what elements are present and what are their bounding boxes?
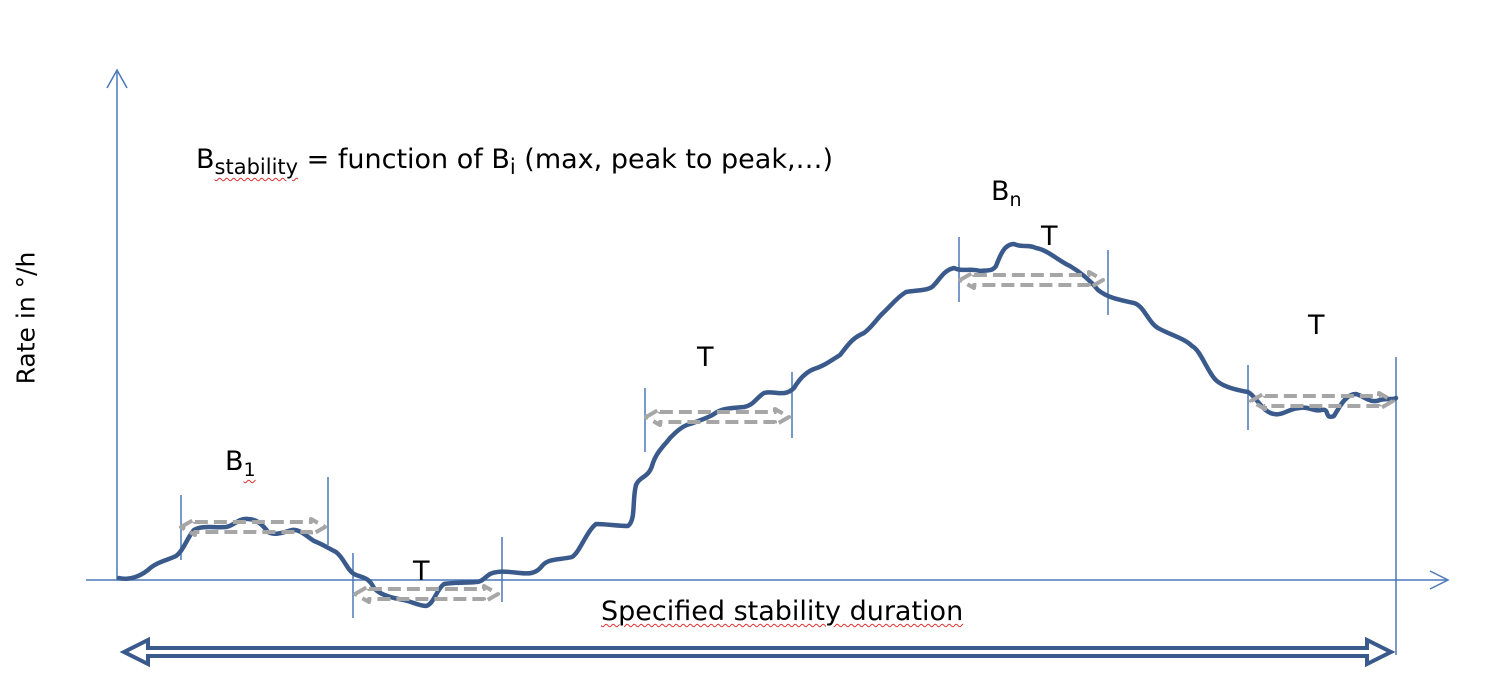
window-arrows: [179, 270, 1395, 604]
label-t-4: T: [1308, 310, 1325, 341]
window-arrow-t4: [1249, 391, 1395, 411]
formula-tail: (max, peak to peak,…): [515, 144, 834, 175]
label-t-1: T: [413, 556, 430, 587]
y-axis-label: Rate in °/h: [11, 251, 41, 385]
x-axis-arrowhead: [1429, 570, 1450, 590]
label-b1: B1: [225, 446, 256, 481]
x-axis-label-text: Specified stability duration: [601, 596, 964, 627]
formula-text: Bstability = function of Bi (max, peak t…: [196, 144, 834, 179]
label-bn-main: B: [991, 176, 1010, 207]
label-bn-sub: n: [1009, 189, 1022, 211]
window-arrow-bn: [958, 270, 1105, 290]
label-t-3: T: [1041, 221, 1058, 252]
window-arrow-t2: [644, 407, 791, 427]
formula-b-sub: stability: [214, 155, 299, 179]
x-axis-label: Specified stability duration: [601, 596, 963, 627]
formula-b: B: [196, 144, 215, 175]
window-ticks: [180, 237, 1397, 655]
rate-curve: [116, 241, 1399, 609]
formula-i-sub: i: [509, 155, 516, 179]
label-bn: Bn: [991, 176, 1022, 211]
label-t-2: T: [697, 342, 714, 373]
y-axis-arrowhead: [106, 68, 128, 89]
label-b1-sub: 1: [243, 459, 256, 481]
label-b1-main: B: [225, 446, 244, 477]
window-arrow-t1: [353, 584, 500, 604]
formula-rest: = function of B: [298, 144, 510, 175]
window-arrow-b1: [179, 517, 327, 537]
duration-arrow: [119, 636, 1396, 668]
